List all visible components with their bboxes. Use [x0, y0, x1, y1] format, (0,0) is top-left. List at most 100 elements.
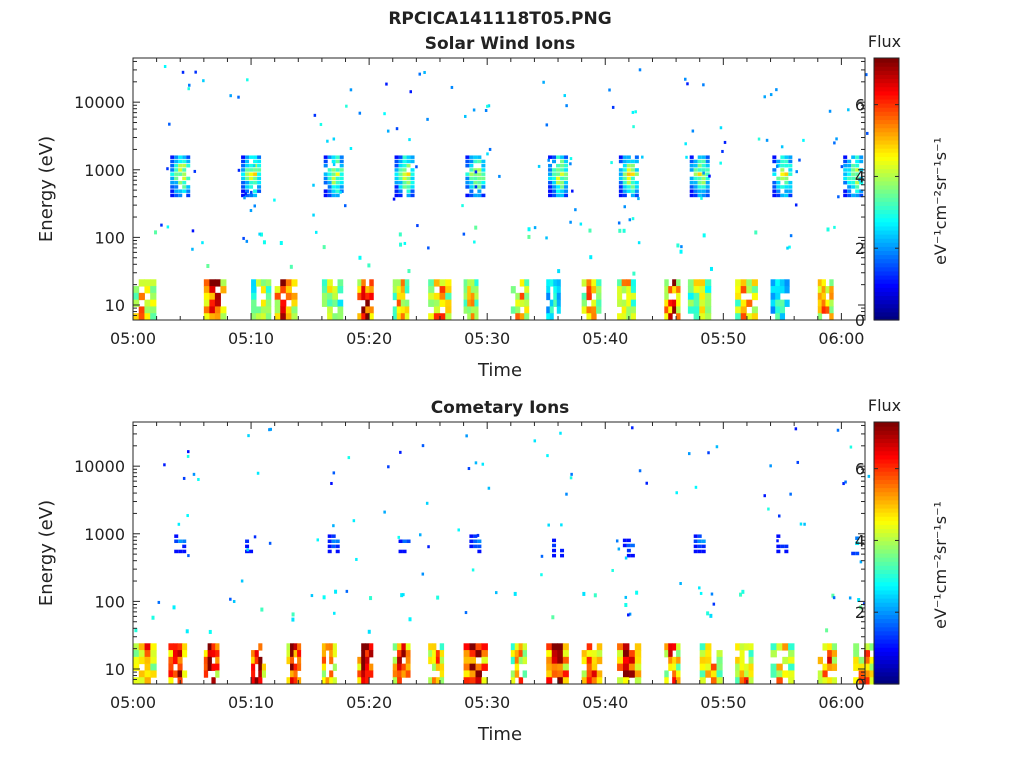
y-axis: 10 100 1000 10000 [74, 60, 865, 321]
low-energy-band [617, 590, 642, 685]
low-energy-band [203, 264, 227, 321]
low-energy-band [817, 593, 838, 685]
x-tick-label: 05:50 [700, 329, 746, 348]
colorbar-tick-label: 2 [855, 603, 865, 622]
colorbar-tick-label: 2 [855, 239, 865, 258]
low-energy-band [817, 227, 834, 321]
low-energy-band [581, 591, 603, 685]
x-tick-label: 06:00 [818, 329, 864, 348]
low-energy-band [357, 596, 374, 685]
flux-burst [157, 450, 200, 604]
low-energy-band [735, 589, 754, 685]
low-energy-band [546, 269, 561, 321]
spectrogram-cells [133, 426, 876, 685]
low-energy-band [428, 279, 452, 321]
colorbar-tick-label: 0 [855, 675, 865, 694]
flux-burst [608, 68, 644, 245]
colorbar-tick-label: 4 [855, 167, 865, 186]
flux-burst [383, 444, 430, 597]
x-tick-label: 05:40 [582, 693, 628, 712]
y-tick-label: 100 [94, 228, 125, 247]
flux-burst [757, 88, 805, 250]
flux-burst [680, 77, 727, 249]
low-energy-band [463, 643, 488, 685]
flux-burst [312, 88, 362, 234]
low-energy-band [392, 593, 412, 685]
colorbar-frame [873, 57, 900, 321]
flux-burst [383, 70, 430, 250]
flux-burst [229, 427, 273, 603]
colorbar-frame [873, 421, 900, 685]
flux-burst [450, 85, 501, 244]
low-energy-band [664, 643, 681, 685]
x-tick-label: 05:50 [700, 693, 746, 712]
panel-title: Solar Wind Ions [425, 34, 576, 54]
flux-burst [763, 427, 806, 554]
colorbar-unit-label: eV⁻¹cm⁻²sr⁻¹s⁻¹ [931, 137, 950, 265]
low-energy-band [274, 241, 298, 321]
low-energy-band [699, 611, 723, 685]
low-energy-band [321, 589, 338, 685]
flux-burst [832, 428, 876, 606]
low-energy-band [133, 615, 157, 685]
plot-frame [132, 421, 866, 685]
colorbar-title: Flux [868, 32, 901, 51]
y-tick-label: 10 [105, 296, 125, 315]
plot-frame [132, 57, 866, 321]
flux-burst [675, 445, 719, 606]
low-energy-band [168, 605, 189, 685]
x-axis: 05:00 05:10 05:20 05:30 05:40 05:50 06:00 [110, 58, 866, 348]
flux-burst [533, 431, 573, 577]
colorbar-tick-label: 6 [855, 460, 865, 479]
x-tick-label: 05:20 [346, 329, 392, 348]
x-axis-label: Time [477, 724, 522, 745]
low-energy-band [203, 629, 220, 685]
colorbar-unit-label: eV⁻¹cm⁻²sr⁻¹s⁻¹ [931, 501, 950, 629]
y-axis-label: Energy (eV) [36, 136, 57, 242]
low-energy-band [463, 225, 479, 321]
panel-title: Cometary Ions [431, 398, 570, 418]
flux-burst [160, 65, 205, 251]
x-axis-label: Time [477, 360, 522, 381]
low-energy-band [510, 227, 531, 321]
low-energy-band [133, 230, 158, 321]
low-energy-band [251, 607, 266, 685]
x-tick-label: 06:00 [818, 693, 864, 712]
y-tick-label: 100 [94, 592, 125, 611]
x-tick-label: 05:00 [110, 329, 156, 348]
colorbar-title: Flux [868, 396, 901, 415]
low-energy-band [853, 598, 876, 685]
x-tick-label: 05:30 [464, 693, 510, 712]
y-tick-label: 10000 [74, 93, 125, 112]
flux-burst [457, 434, 498, 615]
low-energy-band [664, 243, 683, 321]
low-energy-band [510, 591, 528, 685]
y-tick-label: 1000 [84, 525, 125, 544]
low-energy-band [617, 228, 636, 321]
low-energy-band [321, 245, 344, 321]
x-tick-label: 05:10 [228, 329, 274, 348]
low-energy-band [251, 232, 272, 321]
low-energy-band [546, 615, 569, 685]
x-tick-label: 05:00 [110, 693, 156, 712]
colorbar-tick-label: 0 [855, 311, 865, 330]
y-tick-label: 1000 [84, 161, 125, 180]
flux-burst [533, 80, 583, 240]
x-tick-label: 05:40 [582, 329, 628, 348]
flux-burst [310, 456, 358, 615]
x-tick-label: 05:10 [228, 693, 274, 712]
y-axis-label: Energy (eV) [36, 500, 57, 606]
low-energy-band [392, 232, 411, 321]
flux-burst [229, 78, 276, 243]
low-energy-band [581, 228, 602, 321]
low-energy-band [770, 279, 790, 321]
colorbar: 0 2 4 6 Flux eV⁻¹cm⁻²sr⁻¹s⁻¹ [855, 396, 950, 694]
low-energy-band [428, 595, 445, 685]
x-tick-label: 05:30 [464, 329, 510, 348]
y-axis: 10 100 1000 10000 [74, 424, 865, 685]
low-energy-band [735, 230, 758, 321]
x-axis: 05:00 05:10 05:20 05:30 05:40 05:50 06:00 [110, 422, 866, 712]
